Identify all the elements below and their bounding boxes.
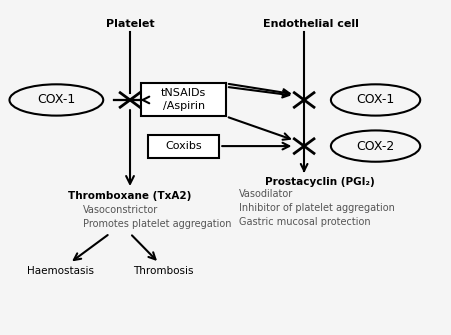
Text: Coxibs: Coxibs	[165, 141, 202, 151]
Text: Gastric mucosal protection: Gastric mucosal protection	[239, 216, 370, 226]
Text: COX-2: COX-2	[356, 140, 394, 152]
Text: Platelet: Platelet	[106, 19, 154, 29]
Text: Prostacyclin (PGI₂): Prostacyclin (PGI₂)	[264, 177, 374, 187]
Text: Haemostasis: Haemostasis	[27, 266, 94, 276]
Text: Endothelial cell: Endothelial cell	[262, 19, 358, 29]
Text: COX-1: COX-1	[37, 93, 75, 107]
FancyArrowPatch shape	[141, 96, 149, 103]
Text: Vasoconstrictor: Vasoconstrictor	[83, 205, 158, 215]
Text: Promotes platelet aggregation: Promotes platelet aggregation	[83, 218, 231, 228]
Text: Thromboxane (TxA2): Thromboxane (TxA2)	[68, 191, 191, 201]
Text: tNSAIDs
/Aspirin: tNSAIDs /Aspirin	[161, 88, 206, 111]
Text: Inhibitor of platelet aggregation: Inhibitor of platelet aggregation	[239, 203, 394, 213]
FancyBboxPatch shape	[147, 135, 219, 157]
Text: Thrombosis: Thrombosis	[133, 266, 193, 276]
FancyBboxPatch shape	[141, 83, 226, 117]
Text: Vasodilator: Vasodilator	[239, 189, 293, 199]
Text: COX-1: COX-1	[356, 93, 394, 107]
